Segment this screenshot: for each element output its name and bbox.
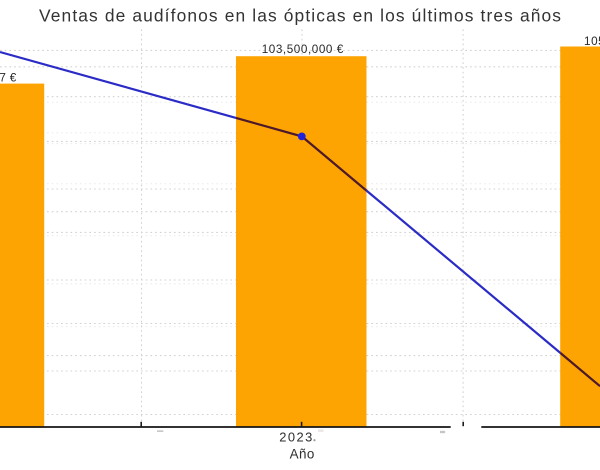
svg-text:105,000,000 €: 105,000,000 €: [584, 35, 600, 48]
svg-text:103,500,000 €: 103,500,000 €: [262, 43, 344, 56]
svg-text:7 €: 7 €: [0, 72, 17, 85]
svg-text:2023: 2023: [279, 430, 312, 445]
svg-text:Año: Año: [290, 447, 315, 462]
svg-text:Ventas de audífonos en las ópt: Ventas de audífonos en las ópticas en lo…: [39, 6, 561, 26]
